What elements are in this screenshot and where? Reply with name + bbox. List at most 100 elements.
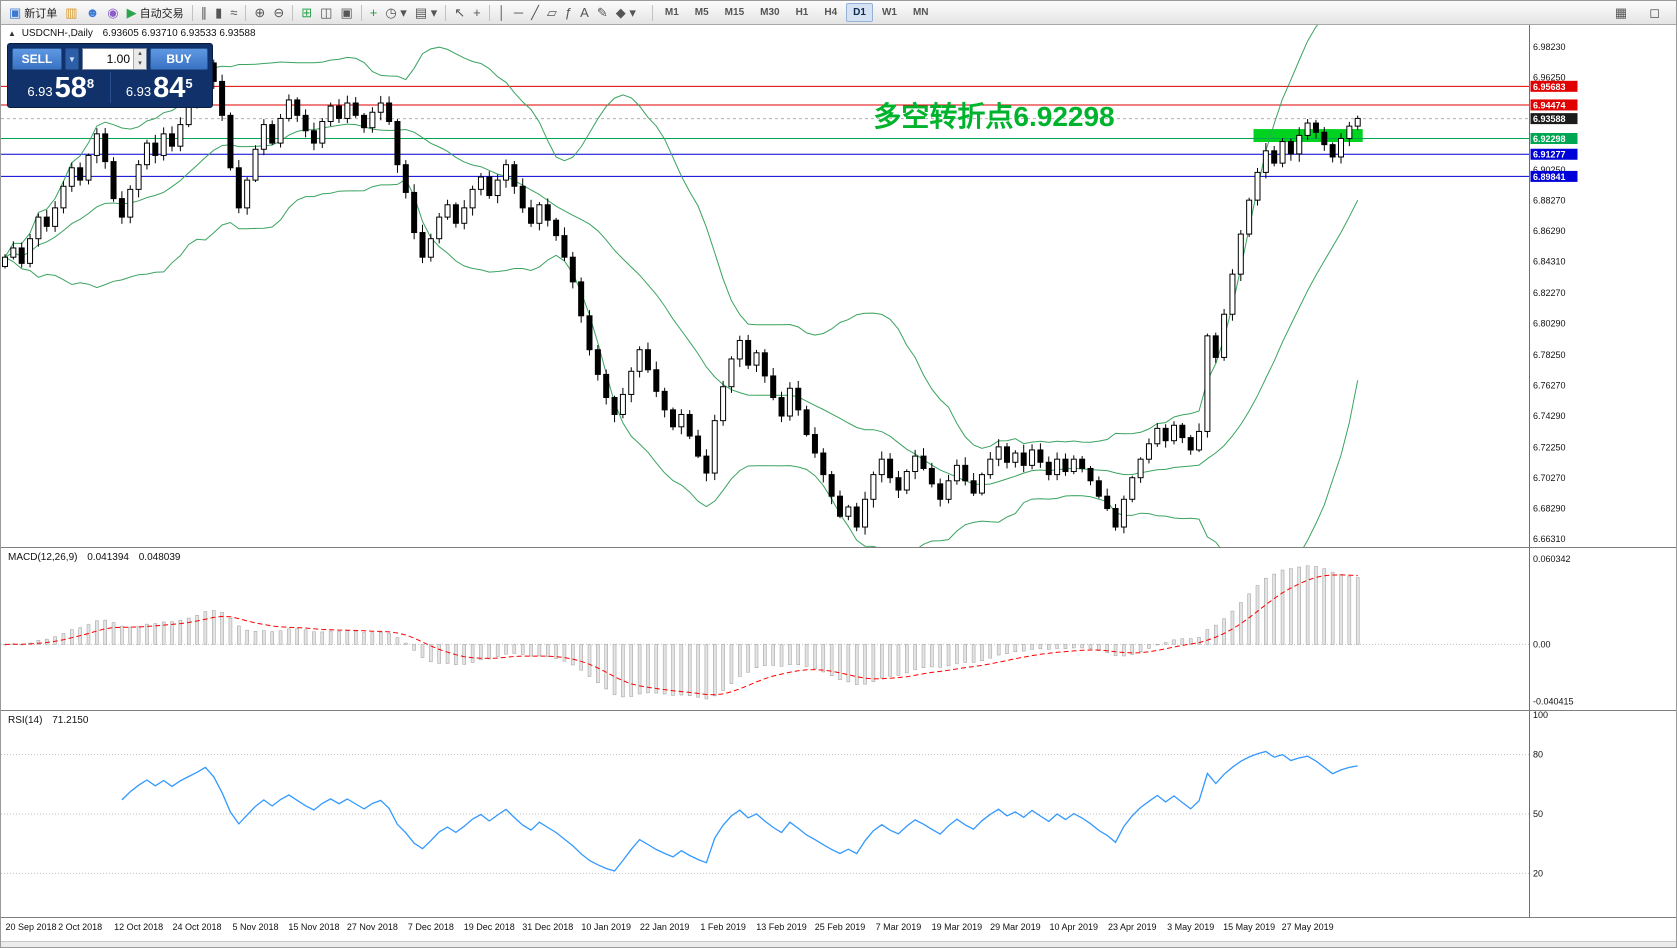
price-badge-label: 6.94474 [1533, 100, 1566, 110]
rsi-value: 71.2150 [52, 715, 89, 726]
volume-up-icon[interactable]: ▴ [134, 49, 146, 59]
timeframe-m5[interactable]: M5 [694, 7, 709, 18]
order-options-caret-icon[interactable]: ▼ [65, 48, 79, 70]
price-axis-label: 6.68290 [1533, 504, 1566, 514]
macd-panel[interactable]: 0.060342 0.00 -0.040415 [1, 548, 1677, 711]
buy-button[interactable]: BUY [150, 48, 208, 70]
price-axis-label: 6.80290 [1533, 319, 1566, 329]
price-axis-label: 6.86290 [1533, 226, 1566, 236]
toolbar-separator [651, 4, 653, 21]
trendline-icon[interactable]: ╱ [528, 3, 542, 23]
time-axis-label: 7 Dec 2018 [407, 922, 454, 932]
cascade-windows-icon-icon: ▣ [340, 5, 353, 20]
timeframe-h4[interactable]: H4 [824, 7, 838, 18]
shapes-button[interactable]: ◆ ▾ [613, 3, 639, 23]
timeframe-m30[interactable]: M30 [760, 7, 780, 18]
autotrade-button-label: 自动交易 [139, 7, 184, 20]
zoom-out-icon[interactable]: ⊖ [270, 3, 287, 23]
print-button[interactable]: ▦ [1612, 3, 1630, 23]
text-icon[interactable]: A [577, 3, 592, 23]
text-label-icon[interactable]: ✎ [594, 3, 611, 23]
sell-price[interactable]: 6.93 58 8 [12, 72, 111, 103]
periods-button[interactable]: ◷ ▾ [382, 3, 409, 23]
volume-field[interactable]: 1.00 ▴ ▾ [82, 48, 147, 70]
macd-signal-line [4, 574, 1358, 696]
price-badge-label: 6.91277 [1533, 150, 1566, 160]
tile-windows-icon[interactable]: ◫ [317, 3, 335, 23]
macd-axis-label: 0.060342 [1533, 554, 1571, 564]
timeframe-w1[interactable]: W1 [881, 7, 897, 18]
templates-button[interactable]: ▤ ▾ [412, 3, 440, 23]
time-axis-label: 1 Feb 2019 [700, 922, 746, 932]
print-button-icon: ▦ [1614, 5, 1628, 20]
horizontal-line-icon[interactable]: ─ [511, 3, 526, 23]
preview-button[interactable]: ◻ [1646, 3, 1663, 23]
fibonacci-icon-icon: ƒ [564, 5, 573, 20]
time-axis-label: 3 May 2019 [1167, 922, 1215, 932]
channel-icon-icon: ▱ [546, 5, 557, 20]
fibonacci-icon[interactable]: ƒ [562, 3, 575, 23]
macd-indicator-label: MACD(12,26,9) 0.041394 0.048039 [8, 552, 180, 563]
indicators-button[interactable]: + [367, 3, 381, 23]
support-icon[interactable]: ◉ [104, 3, 121, 23]
cursor-icon[interactable]: ↖ [451, 3, 468, 23]
new-order-button[interactable]: ▣ 新订单 [6, 3, 60, 23]
buy-price[interactable]: 6.93 84 5 [111, 72, 209, 103]
ohlc-bars-mode-icon[interactable]: ∥ [198, 3, 211, 23]
community-icon-icon: ☻ [85, 5, 100, 20]
candlestick-mode-icon[interactable]: ▮ [212, 3, 225, 23]
toolbar-separator [191, 4, 193, 21]
time-axis[interactable]: 20 Sep 2018 2 Oct 2018 12 Oct 2018 24 Oct 2… [1, 917, 1676, 941]
time-axis-label: 23 Apr 2019 [1107, 922, 1157, 932]
macd-value-signal: 0.048039 [138, 552, 181, 563]
autotrade-button[interactable]: ▶ 自动交易 [124, 3, 187, 23]
chart-windows-icon[interactable]: ▥ [62, 3, 80, 23]
ohlc-values: 6.93605 6.93710 6.93533 6.93588 [102, 28, 256, 39]
zoom-in-icon[interactable]: ⊕ [251, 3, 268, 23]
buy-price-big: 84 [153, 72, 186, 104]
crosshair-icon[interactable]: + [470, 3, 484, 23]
preview-button-icon: ◻ [1649, 5, 1660, 20]
price-axis-label: 6.70270 [1533, 473, 1566, 483]
price-axis-label: 6.98230 [1533, 42, 1566, 52]
volume-down-icon[interactable]: ▾ [134, 59, 146, 69]
text-icon-icon: A [580, 5, 589, 20]
volume-value: 1.00 [106, 52, 130, 66]
price-chart[interactable]: 多空转折点6.92298 6.98230 6.96250 6.90250 6.88270… [1, 25, 1677, 548]
time-axis-label: 13 Feb 2019 [756, 922, 807, 932]
channel-icon[interactable]: ▱ [544, 3, 560, 23]
toolbar-separator [445, 4, 447, 21]
rsi-axis-label: 100 [1533, 711, 1548, 720]
rsi-panel[interactable]: 100 80 50 20 [1, 711, 1677, 917]
price-axis-label: 6.76270 [1533, 381, 1566, 391]
bollinger-upper-band [4, 25, 1319, 449]
toolbar-separator [245, 4, 247, 21]
timeframe-m1[interactable]: M1 [664, 7, 679, 18]
turning-point-annotation[interactable]: 多空转折点6.92298 [873, 100, 1114, 132]
sell-button[interactable]: SELL [12, 48, 62, 70]
toolbar-right-buttons: ▦ ◻ [1611, 3, 1674, 23]
vertical-line-icon[interactable]: │ [495, 3, 509, 23]
timeframe-m15[interactable]: M15 [724, 7, 745, 18]
cascade-windows-icon[interactable]: ▣ [337, 3, 355, 23]
tile-windows-icon-icon: ◫ [320, 5, 333, 20]
time-axis-label: 24 Oct 2018 [172, 922, 222, 932]
text-label-icon-icon: ✎ [596, 5, 608, 20]
autotrade-button-icon: ▶ [126, 5, 137, 20]
candles-layer [2, 55, 1361, 535]
timeframe-d1[interactable]: D1 [846, 3, 873, 22]
community-icon[interactable]: ☻ [83, 3, 103, 23]
grid-icon[interactable]: ⊞ [298, 3, 315, 23]
price-axis-label: 6.82270 [1533, 288, 1566, 298]
timeframe-mn[interactable]: MN [912, 7, 929, 18]
bollinger-lower-band [4, 178, 1359, 548]
timeframe-h1[interactable]: H1 [795, 7, 809, 18]
time-axis-label: 12 Oct 2018 [114, 922, 164, 932]
rsi-line [121, 750, 1358, 872]
time-axis-label: 19 Dec 2018 [463, 922, 515, 932]
price-badge [1530, 170, 1578, 182]
line-chart-mode-icon[interactable]: ≈ [227, 3, 240, 23]
time-axis-label: 7 Mar 2019 [875, 922, 922, 932]
cursor-icon-icon: ↖ [454, 5, 466, 20]
zoom-out-icon-icon: ⊖ [273, 5, 285, 20]
